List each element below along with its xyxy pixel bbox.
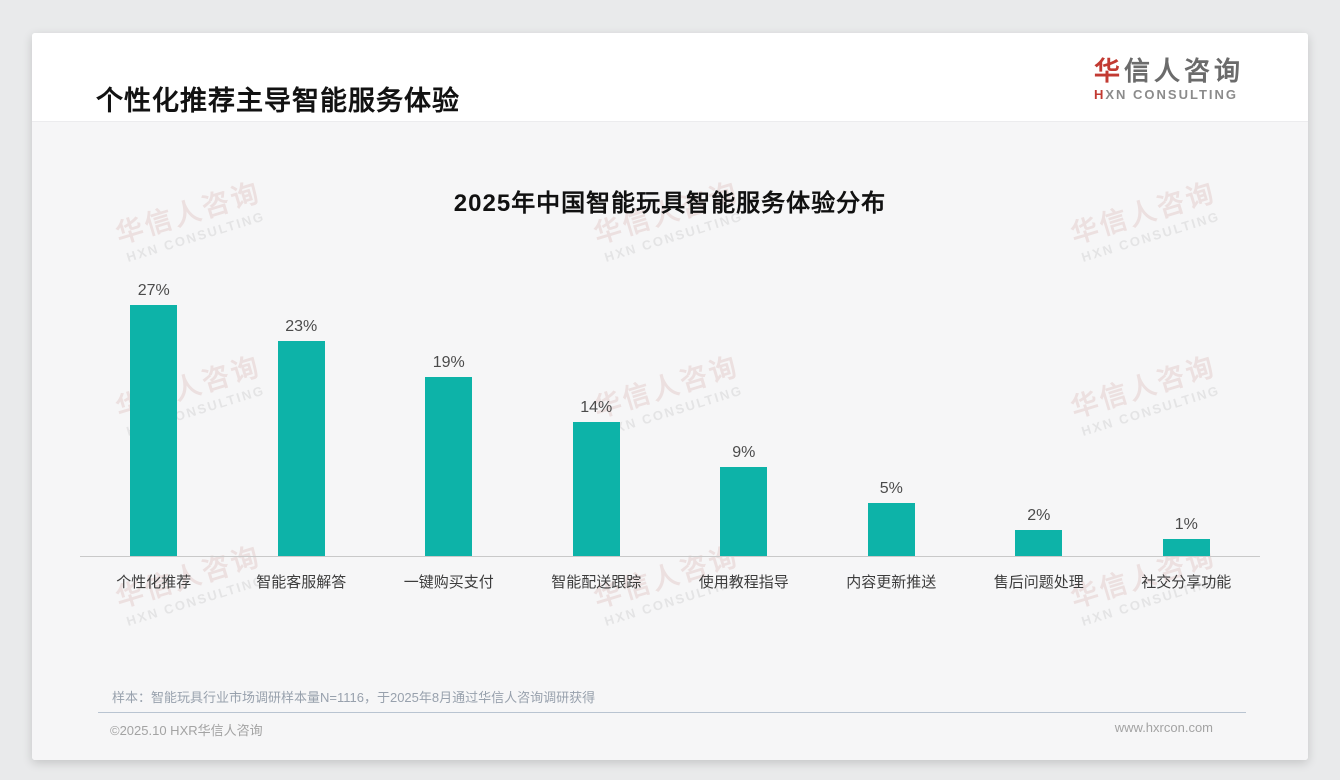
bar-value-label: 23% [285, 318, 318, 335]
chart-title: 2025年中国智能玩具智能服务体验分布 [453, 190, 887, 217]
bar-slot: 14% [523, 256, 671, 556]
website-url: www.hxrcon.com [1114, 720, 1213, 735]
chart-bar [572, 422, 620, 556]
sample-note: 样本：智能玩具行业市场调研样本量N=1116，于2025年8月通过华信人咨询调研… [112, 690, 596, 705]
chart-bar [1162, 539, 1210, 556]
bar-slot: 23% [228, 256, 376, 556]
logo-english-text: HXN CONSULTING [1093, 86, 1244, 103]
x-axis-labels: 个性化推荐 智能客服解答 一键购买支付 智能配送跟踪 使用教程指导 内容更新推送 售后问题处… [80, 571, 1260, 592]
chart-bar [720, 467, 768, 556]
chart-bar [130, 305, 178, 556]
bar-slot: 1% [1113, 256, 1261, 556]
bar-slot: 2% [965, 256, 1113, 556]
footer-divider [98, 712, 1246, 713]
bar-value-label: 1% [1174, 516, 1198, 533]
logo-accent-char: 华 [1093, 56, 1124, 86]
bar-value-label: 19% [432, 354, 465, 371]
bar-value-label: 27% [137, 282, 170, 299]
x-axis-label: 智能配送跟踪 [551, 574, 642, 591]
x-axis-line [80, 556, 1260, 557]
bar-value-label: 5% [879, 480, 903, 497]
copyright-text: ©2025.10 HXR华信人咨询 [110, 723, 263, 738]
bar-chart: 27% 23% 19% 14% 9% 5% 2% 1% [80, 256, 1260, 556]
logo-chinese-text: 华信人咨询 [1093, 56, 1244, 87]
x-axis-label: 一键购买支付 [403, 574, 494, 591]
bar-slot: 9% [670, 256, 818, 556]
logo-rest-letters: XN CONSULTING [1105, 86, 1239, 102]
bar-value-label: 9% [732, 444, 756, 461]
x-axis-label: 个性化推荐 [116, 574, 192, 591]
logo-accent-letter: H [1093, 86, 1106, 102]
bar-value-label: 2% [1027, 507, 1051, 524]
chart-panel: 华信人咨询 HXN CONSULTING 华信人咨询 HXN CONSULTING 华信… [32, 121, 1308, 760]
x-axis-label: 智能客服解答 [256, 574, 347, 591]
bar-slot: 19% [375, 256, 523, 556]
slide-footer: ©2025.10 HXR华信人咨询 www.hxrcon.com [110, 720, 1213, 739]
bar-slot: 27% [80, 256, 228, 556]
x-axis-label: 使用教程指导 [698, 574, 789, 591]
x-axis-label: 内容更新推送 [846, 574, 937, 591]
page-title: 个性化推荐主导智能服务体验 [96, 86, 460, 116]
slide-card: 个性化推荐主导智能服务体验 华信人咨询 HXN CONSULTING 华信人咨询… [32, 33, 1308, 760]
chart-bar [867, 503, 915, 556]
logo-rest-chars: 信人咨询 [1123, 56, 1244, 86]
x-axis-label: 售后问题处理 [993, 574, 1084, 591]
x-axis-label: 社交分享功能 [1141, 574, 1232, 591]
company-logo: 华信人咨询 HXN CONSULTING [1093, 56, 1244, 103]
chart-bar [277, 341, 325, 556]
slide-header: 个性化推荐主导智能服务体验 华信人咨询 HXN CONSULTING [32, 33, 1308, 122]
bar-value-label: 14% [580, 399, 613, 416]
chart-bar [425, 377, 473, 556]
bar-slot: 5% [818, 256, 966, 556]
chart-bar [1015, 530, 1063, 556]
